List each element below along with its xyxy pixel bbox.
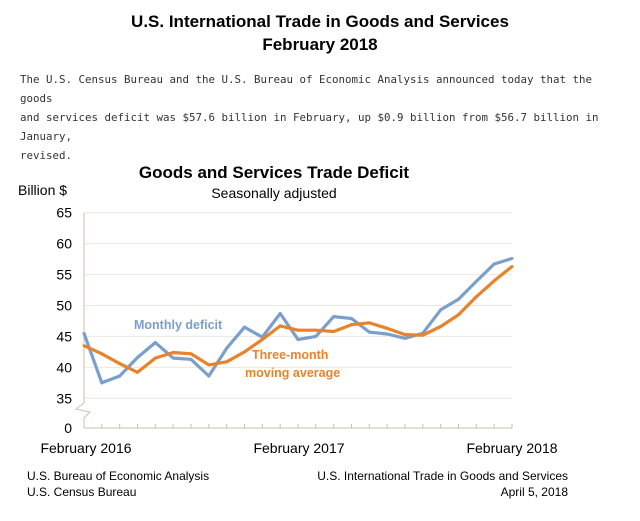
data-point <box>207 374 211 378</box>
data-point <box>367 330 371 334</box>
data-point <box>332 329 336 333</box>
data-point <box>314 328 318 332</box>
data-point <box>296 328 300 332</box>
axis-break-icon <box>74 402 92 428</box>
data-point <box>457 297 460 301</box>
data-point <box>403 333 407 337</box>
data-point <box>350 316 353 320</box>
data-point <box>225 346 229 350</box>
series-label-monthly: Monthly deficit <box>134 318 223 332</box>
data-point <box>492 279 496 283</box>
footer-source-right: U.S. International Trade in Goods and Se… <box>317 468 568 500</box>
footer-report-title: U.S. International Trade in Goods and Se… <box>317 469 568 483</box>
data-point <box>82 331 86 335</box>
data-point <box>296 338 300 342</box>
data-point <box>100 381 104 385</box>
data-point <box>225 360 229 364</box>
data-point <box>136 355 139 359</box>
data-point <box>439 325 443 329</box>
data-point <box>189 357 193 361</box>
y-axis-label: Billion $ <box>18 182 67 198</box>
data-point <box>118 374 122 378</box>
data-point <box>474 279 478 283</box>
data-point <box>403 336 407 340</box>
data-point <box>153 356 157 360</box>
y-tick-label: 60 <box>56 236 72 252</box>
data-point <box>367 321 371 325</box>
data-point <box>385 326 389 330</box>
data-point <box>100 352 104 356</box>
y-tick-label: 45 <box>56 328 72 344</box>
data-point <box>492 262 496 266</box>
data-point <box>171 356 175 360</box>
series-label-average-line1: Three-month <box>252 348 328 362</box>
x-tick-label: February 2017 <box>253 440 344 456</box>
data-point <box>189 352 193 356</box>
y-tick-label: 35 <box>56 390 72 406</box>
footer-census: U.S. Census Bureau <box>27 485 137 499</box>
y-tick-label: 65 <box>56 205 72 221</box>
data-point <box>457 313 460 317</box>
data-point <box>278 324 282 328</box>
data-point <box>278 312 282 316</box>
data-point <box>207 363 211 367</box>
chart-subtitle: Seasonally adjusted <box>211 185 336 201</box>
data-point <box>171 351 175 355</box>
chart-title: Goods and Services Trade Deficit <box>139 163 410 182</box>
y-tick-label: 40 <box>56 359 72 375</box>
data-point <box>385 332 389 336</box>
data-point <box>421 333 425 337</box>
y-tick-label: 0 <box>64 420 72 436</box>
data-point <box>350 323 353 327</box>
footer-bea: U.S. Bureau of Economic Analysis <box>27 469 210 483</box>
data-point <box>260 338 264 342</box>
page-subtitle: February 2018 <box>262 35 378 54</box>
data-point <box>153 341 157 345</box>
data-point <box>136 370 139 374</box>
y-tick-label: 55 <box>56 267 72 283</box>
intro-paragraph: The U.S. Census Bureau and the U.S. Bure… <box>20 73 599 162</box>
x-tick-label: February 2018 <box>466 440 557 456</box>
data-point <box>439 308 443 312</box>
series-label-average-line2: moving average <box>245 366 340 380</box>
data-point <box>332 315 336 319</box>
data-point <box>243 350 246 354</box>
data-point <box>510 265 514 269</box>
page-title: U.S. International Trade in Goods and Se… <box>131 12 509 31</box>
data-point <box>314 334 318 338</box>
footer-source-left: U.S. Bureau of Economic Analysis U.S. Ce… <box>27 468 209 500</box>
data-point <box>510 256 514 260</box>
footer-date: April 5, 2018 <box>500 485 568 499</box>
y-tick-label: 50 <box>56 298 72 314</box>
data-point <box>118 362 122 366</box>
x-tick-label: February 2016 <box>40 440 131 456</box>
data-point <box>82 344 86 348</box>
data-point <box>243 325 246 329</box>
data-point <box>474 295 478 299</box>
